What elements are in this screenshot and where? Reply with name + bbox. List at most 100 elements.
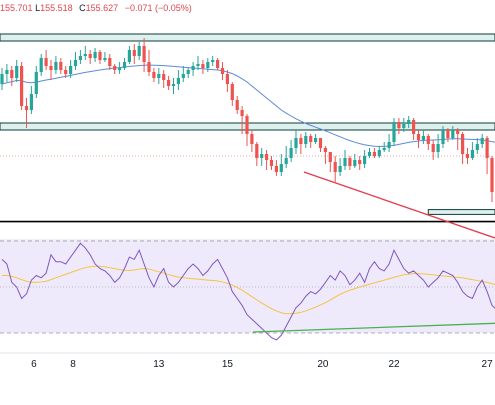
ohlc-readout: 155.701 L155.518 C155.627 −0.071 (−0.05%…: [0, 3, 196, 13]
candle-body-34: [167, 80, 171, 86]
candle-body-60: [294, 138, 298, 148]
candle-body-45: [220, 68, 225, 74]
moving-average-line: [1, 64, 495, 147]
rsi-pane: [0, 240, 495, 341]
candle-body-32: [157, 74, 161, 78]
ohlc-close-label: C: [79, 3, 86, 13]
candle-body-78: [382, 148, 386, 150]
candle-body-72: [353, 160, 357, 166]
candle-body-47: [230, 84, 234, 100]
candle-body-23: [113, 66, 117, 70]
candle-body-28: [137, 46, 141, 56]
candle-body-91: [446, 130, 450, 138]
ohlc-low-value: 155.518: [40, 3, 73, 13]
candle-body-27: [132, 50, 136, 56]
candle-body-51: [250, 134, 254, 144]
candle-body-37: [181, 74, 185, 78]
rsi-band-fill: [0, 241, 495, 333]
candle-body-10: [49, 66, 53, 70]
candle-body-11: [54, 62, 58, 70]
candle-body-9: [44, 58, 48, 66]
candle-body-95: [465, 154, 470, 158]
candle-body-15: [73, 60, 78, 66]
candle-body-67: [328, 152, 332, 162]
time-axis: 6 8 13 15 20 22 27: [31, 359, 493, 370]
x-tick-label-6: 6: [31, 359, 37, 370]
candle-body-40: [196, 64, 200, 66]
candle-body-63: [309, 136, 313, 142]
candle-body-94: [461, 134, 465, 154]
candle-body-22: [108, 58, 112, 66]
candle-body-48: [235, 100, 239, 110]
rsi-trendline: [252, 322, 495, 333]
candle-body-75: [367, 152, 372, 156]
candle-body-69: [338, 166, 342, 172]
candle-body-5: [24, 106, 29, 110]
candle-body-44: [216, 60, 220, 68]
candle-body-1: [5, 70, 9, 74]
candle-body-16: [78, 56, 82, 60]
candle-body-55: [269, 160, 274, 166]
candle-body-77: [377, 150, 381, 156]
candle-body-71: [348, 158, 352, 166]
candle-body-87: [426, 136, 430, 144]
candle-body-17: [83, 54, 87, 56]
candle-body-18: [88, 54, 92, 58]
price-pane: [0, 33, 495, 239]
candle-body-92: [451, 130, 455, 138]
candle-body-68: [333, 162, 337, 172]
candle-body-46: [225, 74, 229, 84]
candle-body-93: [456, 130, 460, 134]
candle-body-64: [314, 138, 318, 142]
candle-body-50: [245, 116, 249, 134]
candle-body-56: [274, 166, 278, 172]
candle-body-39: [191, 66, 195, 70]
candle-body-90: [441, 130, 445, 144]
candle-body-20: [98, 52, 102, 60]
candle-body-24: [118, 68, 122, 70]
candle-body-6: [29, 94, 33, 110]
candle-body-33: [162, 74, 166, 80]
price-trendline: [303, 171, 495, 239]
candle-body-35: [171, 84, 176, 86]
resistance-zone-1: [0, 33, 495, 42]
resistance-zone-3: [427, 209, 495, 215]
candle-body-54: [265, 154, 269, 160]
candle-body-86: [421, 136, 425, 140]
candle-body-41: [201, 64, 205, 68]
x-tick-label-8: 8: [70, 359, 76, 370]
ohlc-low-label: L: [35, 3, 41, 13]
candle-body-99: [485, 138, 489, 158]
candle-body-84: [412, 120, 416, 134]
candle-body-53: [260, 154, 264, 158]
x-tick-label-27: 27: [482, 359, 494, 370]
candle-body-14: [69, 66, 73, 74]
candle-body-66: [323, 148, 327, 152]
candle-body-98: [480, 138, 484, 144]
x-tick-label-20: 20: [317, 359, 329, 370]
candle-body-82: [402, 124, 406, 128]
candle-body-97: [475, 144, 479, 150]
candle-body-85: [416, 134, 421, 140]
candle-body-49: [240, 110, 244, 116]
candle-body-4: [20, 66, 24, 106]
candle-body-7: [34, 72, 38, 94]
candle-body-80: [392, 122, 396, 142]
ohlc-high-value: 155.701: [0, 3, 33, 13]
candle-body-100: [490, 158, 494, 192]
candle-body-76: [372, 152, 376, 156]
candle-body-81: [397, 122, 401, 128]
x-tick-label-15: 15: [222, 359, 234, 370]
candle-body-57: [279, 164, 283, 172]
candle-body-2: [10, 70, 14, 78]
candle-body-73: [358, 160, 362, 164]
candle-body-96: [470, 150, 474, 158]
rsi-line: [1, 242, 495, 341]
candle-body-0: [0, 74, 4, 84]
candle-body-36: [176, 78, 180, 84]
candle-body-30: [147, 62, 151, 72]
candle-body-12: [59, 62, 63, 70]
candle-body-62: [304, 136, 308, 144]
